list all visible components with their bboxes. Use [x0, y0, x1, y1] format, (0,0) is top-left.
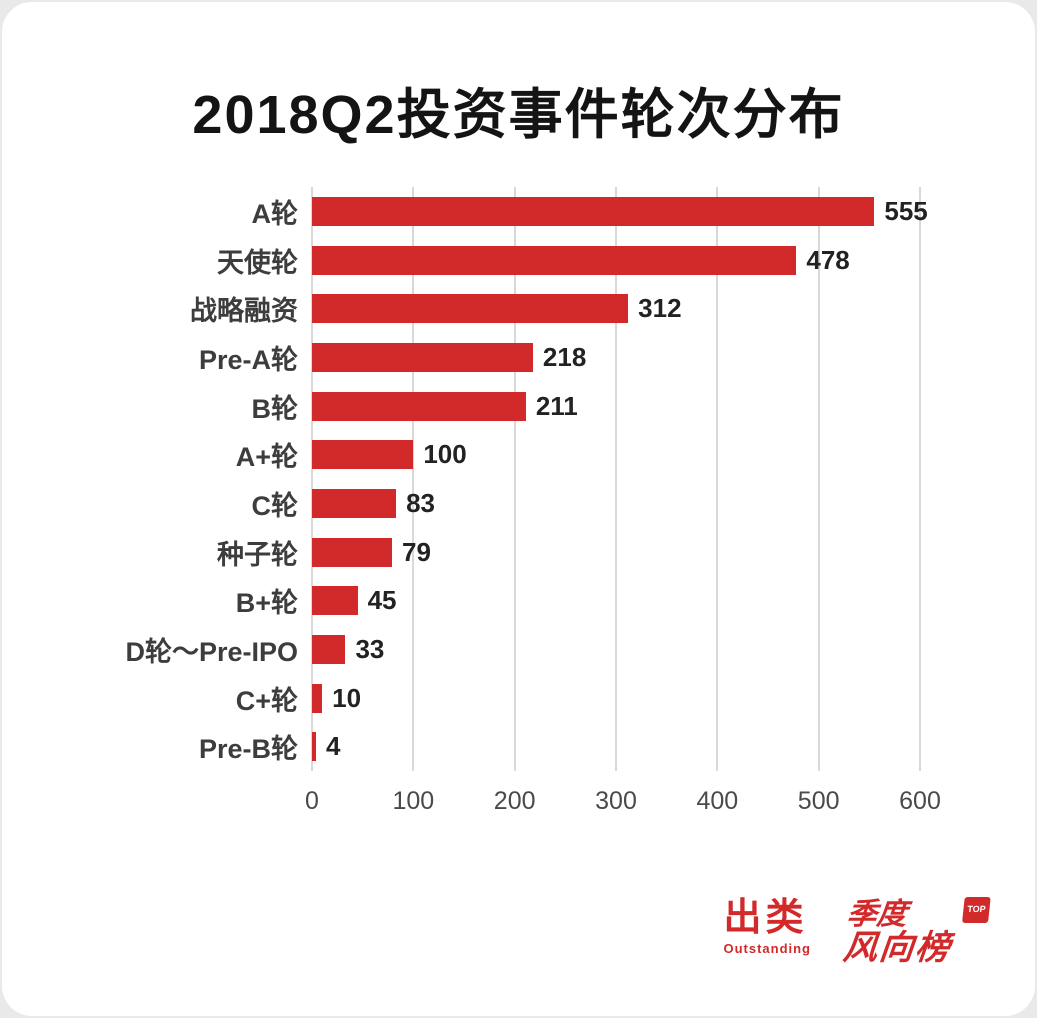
- bar: [312, 488, 397, 518]
- bar-track: 478: [312, 244, 920, 275]
- x-axis-tick-label: 300: [595, 787, 637, 815]
- fengxiangbang-logo: 季度 风向榜 TOP: [841, 896, 991, 967]
- x-axis-tick-label: 100: [392, 787, 435, 815]
- bar: [312, 391, 526, 421]
- bar-chart: A轮 555 天使轮 478 战略融资 312 Pre-A轮 218 B轮 211 A+轮 100 C轮…: [87, 187, 957, 837]
- gridline: [412, 187, 415, 771]
- top-badge: TOP: [962, 896, 991, 923]
- bar: [312, 586, 358, 616]
- value-label: 83: [406, 487, 436, 518]
- bar: [312, 683, 323, 713]
- bar-track: 10: [312, 682, 920, 713]
- bar: [312, 294, 629, 324]
- bar-track: 100: [312, 439, 920, 470]
- category-label: B轮: [251, 393, 299, 424]
- category-label: 种子轮: [217, 539, 298, 570]
- chart-row: A轮 555: [87, 187, 928, 236]
- chart-row: 种子轮 79: [87, 528, 920, 577]
- category-label: Pre-B轮: [198, 734, 298, 765]
- category-label: C+轮: [235, 685, 298, 716]
- category-label: B+轮: [235, 588, 298, 619]
- gridline: [513, 187, 516, 771]
- plot-area: A轮 555 天使轮 478 战略融资 312 Pre-A轮 218 B轮 211 A+轮 100 C轮…: [87, 187, 928, 771]
- outstanding-text: Outstanding: [723, 940, 811, 956]
- gridline: [716, 187, 719, 771]
- x-axis-tick-label: 200: [493, 787, 536, 815]
- bar: [312, 537, 393, 567]
- category-label: D轮～Pre-IPO: [125, 636, 298, 667]
- bar-track: 45: [312, 585, 920, 616]
- category-label: 战略融资: [190, 296, 298, 327]
- bar-track: 312: [312, 293, 920, 324]
- bar: [312, 440, 414, 470]
- bar-track: 218: [312, 341, 920, 372]
- value-label: 312: [638, 293, 682, 324]
- bar-track: 4: [312, 731, 920, 762]
- value-label: 33: [355, 633, 385, 664]
- chulei-logo-text: 出类: [723, 896, 808, 939]
- gridline: [817, 187, 820, 771]
- x-axis-tick-label: 600: [899, 787, 941, 815]
- bar: [312, 245, 797, 275]
- x-axis-tick-label: 0: [305, 787, 319, 815]
- chulei-logo: 出类 Outstanding: [723, 899, 811, 956]
- bar-track: 79: [312, 536, 920, 567]
- value-label: 218: [542, 341, 587, 372]
- bar: [312, 196, 875, 226]
- chart-row: C轮 83: [87, 479, 920, 528]
- x-axis: 0 100 200 300 400 500 600: [305, 787, 941, 821]
- value-label: 4: [326, 731, 341, 762]
- bar-track: 83: [312, 487, 920, 518]
- bar: [312, 634, 346, 664]
- gridline: [311, 187, 313, 771]
- value-label: 211: [535, 390, 578, 421]
- value-label: 45: [367, 585, 397, 616]
- x-axis-tick-label: 500: [797, 787, 840, 815]
- gridlines: [311, 187, 921, 771]
- fengxiangbang-line2: 风向榜: [841, 928, 954, 967]
- chart-row: Pre-A轮 218: [87, 333, 920, 382]
- fengxiangbang-line1: 季度: [845, 897, 909, 931]
- category-label: C轮: [251, 490, 299, 521]
- footer-logos: 出类 Outstanding 季度 风向榜 TOP: [723, 896, 991, 967]
- value-label: 100: [423, 439, 467, 470]
- bar-track: 33: [312, 633, 920, 664]
- chart-title: 2018Q2投资事件轮次分布: [192, 85, 845, 145]
- bar: [312, 342, 533, 372]
- value-label: 10: [332, 682, 362, 713]
- bar-track: 211: [312, 390, 920, 421]
- chart-row: C+轮 10: [87, 674, 920, 723]
- gridline: [919, 187, 921, 771]
- category-label: A+轮: [235, 442, 298, 473]
- x-axis-tick-label: 400: [696, 787, 739, 815]
- chart-row: A+轮 100: [87, 430, 920, 479]
- chart-row: B+轮 45: [87, 576, 920, 625]
- chart-row: 天使轮 478: [87, 236, 920, 285]
- category-label: 天使轮: [217, 247, 298, 278]
- value-label: 478: [806, 244, 850, 275]
- gridline: [615, 187, 617, 771]
- chart-row: Pre-B轮 4: [87, 722, 920, 771]
- value-label: 555: [884, 195, 928, 226]
- chart-row: 战略融资 312: [87, 284, 920, 333]
- bar-track: 555: [312, 196, 928, 226]
- chart-row: B轮 211: [87, 382, 920, 431]
- chart-row: D轮～Pre-IPO 33: [87, 625, 920, 674]
- category-label: A轮: [251, 198, 299, 229]
- bar: [312, 732, 317, 762]
- value-label: 79: [402, 536, 431, 567]
- bar-rows: A轮 555 天使轮 478 战略融资 312 Pre-A轮 218 B轮 211 A+轮 100 C轮…: [87, 187, 928, 771]
- category-label: Pre-A轮: [198, 344, 298, 375]
